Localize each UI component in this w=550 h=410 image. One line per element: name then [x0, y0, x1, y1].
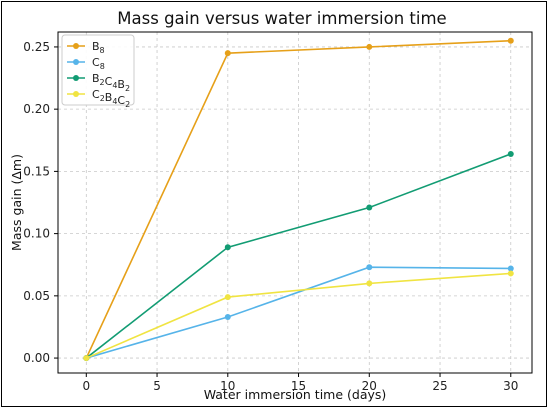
data-point	[366, 204, 373, 211]
data-point	[507, 37, 514, 44]
data-point	[224, 313, 231, 320]
y-tick-label: 0.15	[23, 164, 50, 178]
y-tick-label: 0.25	[23, 40, 50, 54]
legend-marker	[73, 59, 79, 65]
series-line	[86, 266, 511, 359]
legend-marker	[73, 91, 79, 97]
series-line	[85, 39, 511, 359]
series-line	[85, 272, 511, 359]
legend-label: C2B4C2	[92, 88, 130, 109]
data-point	[83, 355, 90, 362]
series-group	[83, 37, 514, 362]
data-point	[507, 265, 514, 272]
series-line	[85, 153, 512, 359]
x-tick-label: 25	[432, 379, 447, 393]
series-C8	[83, 264, 514, 362]
plot-area	[57, 31, 533, 374]
x-tick-label: 30	[503, 379, 518, 393]
data-point	[224, 244, 231, 251]
x-tick-label: 20	[362, 379, 377, 393]
y-tick-label: 0.10	[23, 227, 50, 241]
series-C2B4C2	[83, 270, 514, 362]
y-tick-label: 0.20	[23, 102, 50, 116]
legend-label: C8	[92, 56, 105, 71]
legend-box	[61, 34, 135, 106]
x-tick-label: 0	[82, 379, 90, 393]
data-point	[224, 294, 231, 301]
grid	[58, 32, 532, 373]
legend-label: B2C4B2	[92, 72, 130, 93]
data-point	[366, 43, 373, 50]
legend-marker	[73, 75, 79, 81]
y-tick-label: 0.00	[23, 351, 50, 365]
x-axis-label: Water immersion time (days)	[204, 387, 387, 402]
chart-title: Mass gain versus water immersion time	[117, 9, 446, 28]
y-axis-label: Mass gain (Δm)	[9, 154, 24, 251]
data-point	[366, 280, 373, 287]
y-axis: 0.00 0.05 0.10 0.15 0.20 0.25	[23, 40, 58, 365]
x-axis: 0 5 10 15 20 25 30	[82, 373, 518, 393]
x-tick-label: 5	[153, 379, 161, 393]
legend-marker	[73, 43, 79, 49]
data-point	[366, 264, 373, 271]
legend-label: B8	[92, 40, 105, 55]
x-tick-label: 10	[220, 379, 235, 393]
y-tick-label: 0.05	[23, 289, 50, 303]
data-point	[507, 150, 514, 157]
data-point	[507, 270, 514, 277]
data-point	[224, 50, 231, 57]
x-tick-label: 15	[291, 379, 306, 393]
